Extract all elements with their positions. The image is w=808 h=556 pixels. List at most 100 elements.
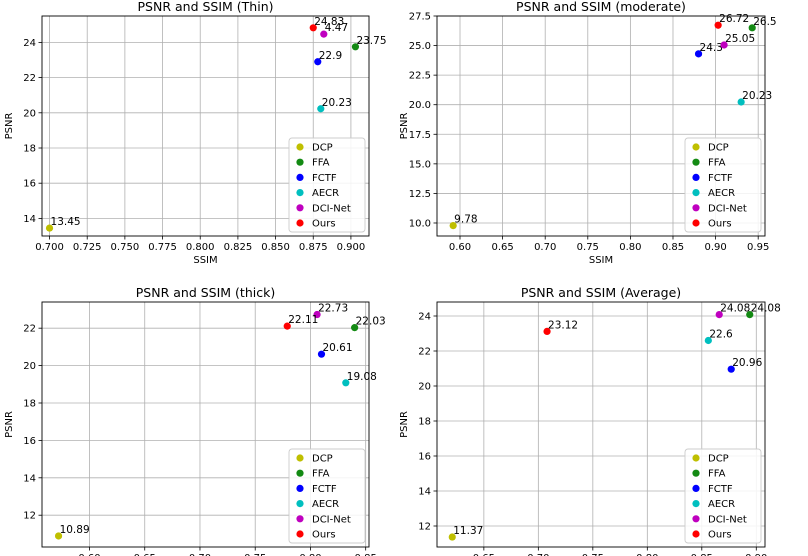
chart-title: PSNR and SSIM (Thin) xyxy=(138,0,274,14)
x-axis-label: SSIM xyxy=(193,255,217,266)
data-point xyxy=(317,350,326,358)
x-tick-label: 0.65 xyxy=(134,553,156,556)
axes-frame xyxy=(41,301,370,548)
data-label: 22.73 xyxy=(318,303,348,315)
data-label: 19.08 xyxy=(347,371,377,383)
chart-title: PSNR and SSIM (Average) xyxy=(521,285,681,300)
legend-marker xyxy=(296,469,304,477)
y-tick-label: 12.5 xyxy=(409,189,431,200)
legend-marker xyxy=(296,143,304,151)
y-tick-label: 20.0 xyxy=(409,100,431,111)
data-label: 24.08 xyxy=(751,303,781,315)
data-point xyxy=(748,24,756,32)
y-tick-label: 16 xyxy=(23,179,36,190)
data-label: 20.23 xyxy=(742,90,772,102)
legend-marker xyxy=(692,500,700,508)
legend-label: Ours xyxy=(312,219,336,230)
y-tick-label: 16 xyxy=(418,452,431,463)
chart-panel: PSNR and SSIM (Thin) 0.700 0.725 0.750 0.775… xyxy=(4,0,387,266)
data-label: 26.72 xyxy=(719,13,749,25)
legend-box xyxy=(288,448,366,544)
x-tick-label: 0.75 xyxy=(582,553,604,556)
chart-title: PSNR and SSIM (moderate) xyxy=(516,0,686,14)
legend-label: FFA xyxy=(312,158,330,169)
x-tick-label: 0.85 xyxy=(691,553,713,556)
x-tick-label: 0.725 xyxy=(73,242,102,253)
y-axis-label: PSNR xyxy=(4,411,15,438)
legend-label: FCTF xyxy=(708,484,733,495)
x-tick-label: 0.85 xyxy=(662,242,684,253)
data-label: 25.05 xyxy=(725,33,755,45)
data-label: 26.5 xyxy=(753,16,776,28)
y-tick-label: 12 xyxy=(418,522,431,533)
y-tick-label: 22 xyxy=(418,347,431,358)
y-axis-label: PSNR xyxy=(4,113,15,140)
data-point xyxy=(45,224,54,232)
legend-box xyxy=(684,137,762,233)
y-tick-label: 20 xyxy=(23,361,36,372)
data-label: 20.61 xyxy=(322,342,352,354)
legend-label: DCP xyxy=(708,143,729,154)
y-tick-label: 17.5 xyxy=(409,130,431,141)
data-label: 24.08 xyxy=(720,303,750,315)
legend-box xyxy=(288,137,366,233)
legend-marker xyxy=(692,158,700,166)
legend-label: DCI-Net xyxy=(708,514,747,525)
data-point xyxy=(309,24,317,32)
y-tick-label: 18 xyxy=(23,398,36,409)
data-label: 24.3 xyxy=(700,42,723,54)
legend-marker xyxy=(296,454,304,462)
data-point xyxy=(448,533,456,541)
legend-marker xyxy=(692,484,700,492)
legend-label: DCP xyxy=(708,454,729,465)
x-tick-label: 0.700 xyxy=(35,242,64,253)
legend-marker xyxy=(296,158,304,166)
data-label: 22.6 xyxy=(709,329,733,341)
data-point xyxy=(727,365,735,373)
x-tick-label: 0.90 xyxy=(704,242,726,253)
y-tick-label: 12 xyxy=(23,511,36,522)
data-point xyxy=(715,311,723,319)
x-axis-label: SSIM xyxy=(589,255,613,266)
legend-label: FFA xyxy=(708,158,726,169)
data-point xyxy=(720,41,728,49)
legend-label: DCI-Net xyxy=(312,203,351,214)
x-tick-label: 0.800 xyxy=(186,242,215,253)
x-tick-label: 0.900 xyxy=(337,242,366,253)
x-tick-label: 0.60 xyxy=(78,553,100,556)
legend-label: DCI-Net xyxy=(708,203,747,214)
data-label: 22.03 xyxy=(356,316,386,328)
legend-label: AECR xyxy=(312,188,339,199)
x-tick-label: 0.850 xyxy=(261,242,290,253)
x-tick-label: 0.75 xyxy=(577,242,599,253)
x-tick-label: 0.70 xyxy=(189,553,211,556)
legend-marker xyxy=(692,469,700,477)
y-tick-label: 25.0 xyxy=(409,41,431,52)
legend-label: Ours xyxy=(708,530,732,541)
data-label: 22.11 xyxy=(288,314,318,326)
data-point xyxy=(54,532,63,540)
data-label: 24.83 xyxy=(314,16,344,28)
data-label: 22.9 xyxy=(319,50,342,62)
data-label: 20.23 xyxy=(322,97,352,109)
y-tick-label: 18 xyxy=(23,144,36,155)
x-tick-label: 0.875 xyxy=(299,242,328,253)
x-tick-label: 0.65 xyxy=(491,242,513,253)
axes-frame xyxy=(41,15,370,237)
legend-marker xyxy=(692,454,700,462)
legend-marker xyxy=(296,173,304,181)
data-point xyxy=(351,324,359,332)
legend-label: FCTF xyxy=(708,173,733,184)
data-label: 9.78 xyxy=(454,214,477,226)
data-point xyxy=(313,310,321,319)
data-point xyxy=(694,50,703,58)
legend-label: Ours xyxy=(312,530,336,541)
legend-label: FCTF xyxy=(312,173,337,184)
legend-label: FFA xyxy=(708,469,726,480)
legend-marker xyxy=(692,530,700,538)
data-point xyxy=(342,379,350,387)
legend-marker xyxy=(296,219,304,227)
y-tick-label: 14 xyxy=(23,214,36,225)
data-point xyxy=(737,98,745,106)
